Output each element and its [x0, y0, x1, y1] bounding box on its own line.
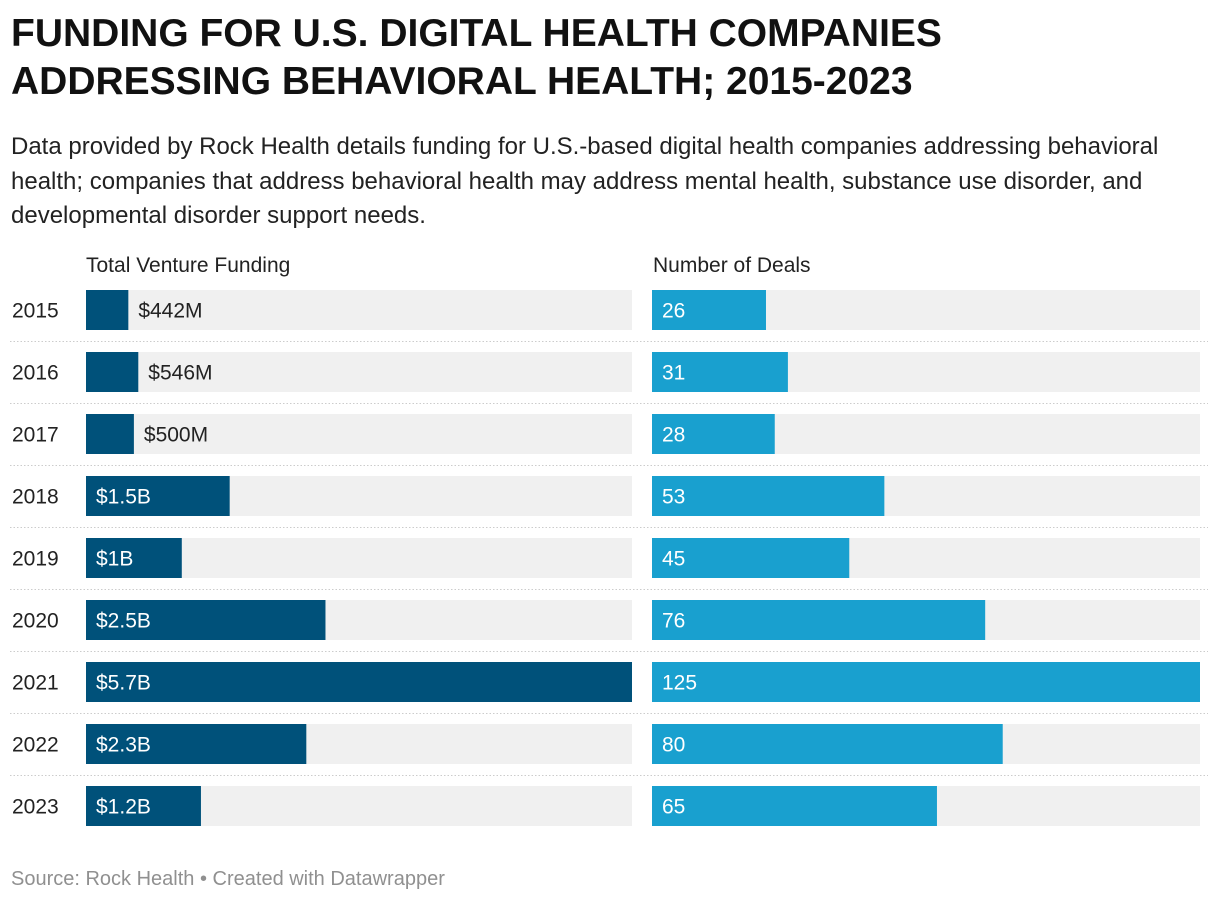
funding-bar	[86, 476, 230, 516]
deals-value-label: 26	[662, 300, 685, 323]
funding-bar	[86, 538, 182, 578]
year-label: 2020	[12, 610, 59, 633]
deals-bar	[652, 414, 775, 454]
funding-value-label: $546M	[148, 362, 212, 385]
year-label: 2023	[12, 796, 59, 819]
funding-bar-background	[86, 290, 632, 330]
deals-value-label: 80	[662, 734, 685, 757]
funding-bar	[86, 662, 632, 702]
funding-value-label: $442M	[138, 300, 202, 323]
deals-bar	[652, 600, 986, 640]
funding-bar	[86, 786, 201, 826]
funding-bar-background	[86, 352, 632, 392]
deals-value-label: 31	[662, 362, 685, 385]
deals-column-header: Number of Deals	[653, 254, 811, 277]
deals-bar	[652, 724, 1003, 764]
funding-value-label: $1.2B	[96, 796, 151, 819]
funding-value-label: $1B	[96, 548, 133, 571]
deals-bar	[652, 662, 1200, 702]
deals-value-label: 65	[662, 796, 685, 819]
split-bar-chart: 2015 $442M 26 2016 $546M 31 2017 $500M 28 2018 $1.…	[10, 290, 1208, 826]
funding-bar	[86, 414, 134, 454]
funding-bar	[86, 600, 326, 640]
deals-bar	[652, 352, 788, 392]
year-label: 2015	[12, 300, 59, 323]
funding-bar	[86, 724, 307, 764]
source-note: Source: Rock Health • Created with Dataw…	[11, 868, 445, 890]
funding-value-label: $2.3B	[96, 734, 151, 757]
deals-bar	[652, 786, 937, 826]
year-label: 2016	[12, 362, 59, 385]
deals-value-label: 45	[662, 548, 685, 571]
funding-value-label: $5.7B	[96, 672, 151, 695]
year-label: 2019	[12, 548, 59, 571]
deals-value-label: 28	[662, 424, 685, 447]
deals-bar	[652, 476, 885, 516]
funding-value-label: $500M	[144, 424, 208, 447]
year-label: 2018	[12, 486, 59, 509]
year-label: 2022	[12, 734, 59, 757]
funding-column-header: Total Venture Funding	[86, 254, 291, 277]
funding-value-label: $1.5B	[96, 486, 151, 509]
deals-bar	[652, 290, 766, 330]
year-label: 2021	[12, 672, 59, 695]
funding-bar	[86, 352, 139, 392]
chart-title: FUNDING FOR U.S. DIGITAL HEALTH COMPANIE…	[11, 12, 942, 103]
deals-value-label: 125	[662, 672, 697, 695]
deals-value-label: 53	[662, 486, 685, 509]
funding-value-label: $2.5B	[96, 610, 151, 633]
chart-subtitle: Data provided by Rock Health details fun…	[11, 133, 1159, 229]
funding-bar-background	[86, 414, 632, 454]
deals-bar	[652, 538, 850, 578]
funding-bar	[86, 290, 129, 330]
deals-value-label: 76	[662, 610, 685, 633]
year-label: 2017	[12, 424, 59, 447]
